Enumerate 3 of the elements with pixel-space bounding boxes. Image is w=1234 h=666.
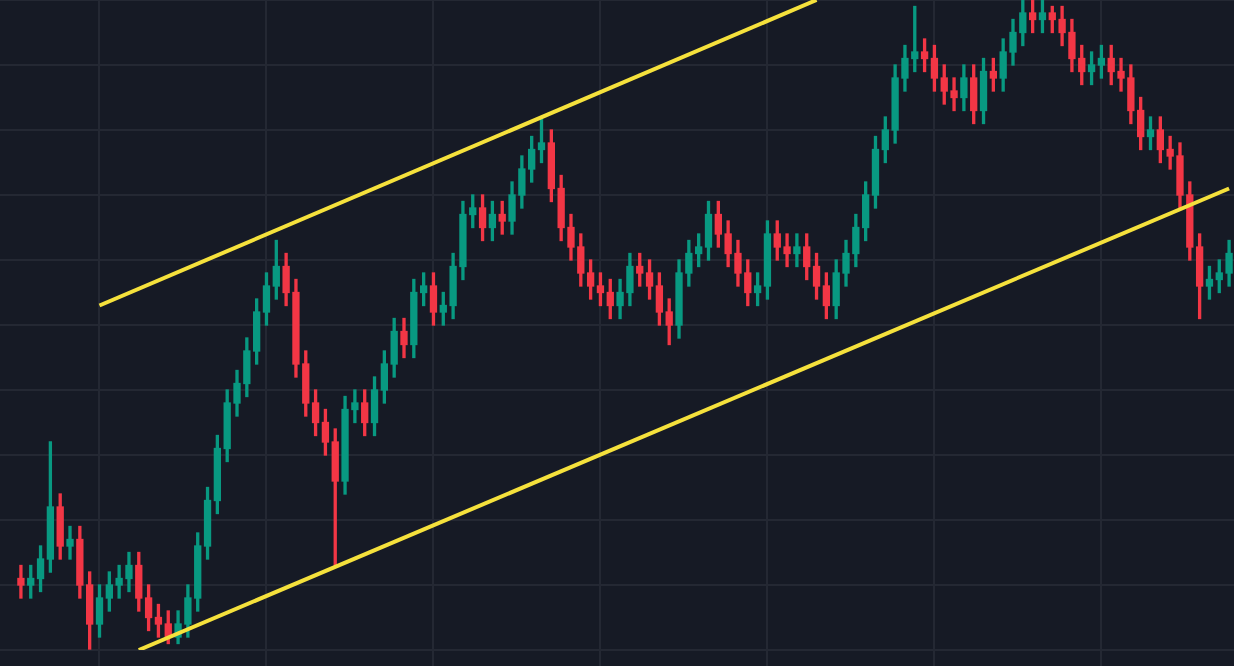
candlestick bbox=[17, 564, 25, 599]
candlestick bbox=[66, 525, 74, 560]
candlestick bbox=[793, 233, 801, 268]
